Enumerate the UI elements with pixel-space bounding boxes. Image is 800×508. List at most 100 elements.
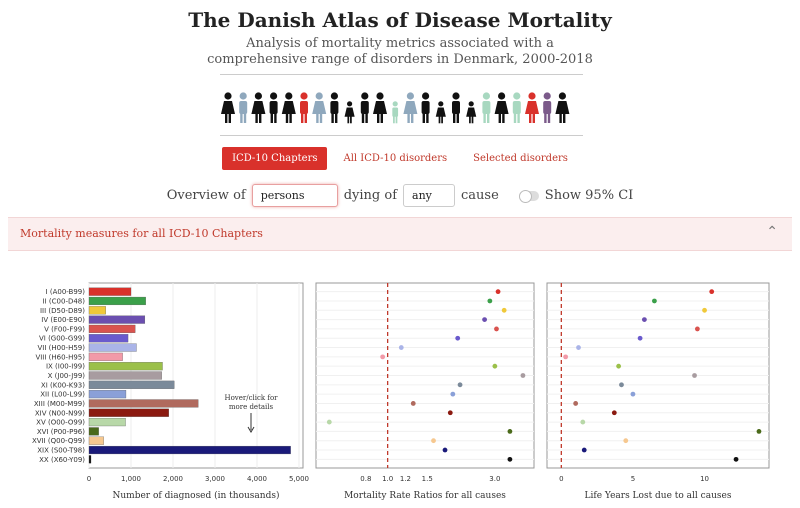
lyl-point xyxy=(709,289,715,295)
bar xyxy=(88,296,146,306)
x-tick-label: 4,000 xyxy=(247,475,267,483)
person-icon xyxy=(281,92,296,123)
arrow-down-icon xyxy=(247,426,255,433)
mrr-point xyxy=(495,289,501,295)
lyl-point xyxy=(702,307,707,313)
chevron-up-icon[interactable]: ⌃ xyxy=(766,224,778,240)
bar xyxy=(88,455,92,464)
x-axis-title: Number of diagnosed (in thousands) xyxy=(113,490,280,501)
person-icon xyxy=(251,92,266,123)
person-icon xyxy=(392,101,399,124)
person-icon xyxy=(435,101,446,124)
divider xyxy=(220,135,583,136)
x-tick-label: 10 xyxy=(700,475,709,483)
x-tick-label: 0.8 xyxy=(360,475,371,483)
person-icon xyxy=(512,92,521,123)
x-tick-label: 1.2 xyxy=(400,475,411,483)
lyl-point xyxy=(756,428,762,434)
tab-selected-disorders[interactable]: Selected disorders xyxy=(473,153,568,164)
category-label: XVII (Q00-Q99) xyxy=(32,437,85,445)
population-select[interactable]: persons xyxy=(251,184,338,207)
hover-note-line-1: Hover/click for xyxy=(224,394,278,402)
mrr-point xyxy=(442,447,448,453)
lyl-point xyxy=(692,373,697,378)
panel-header[interactable]: Mortality measures for all ICD-10 Chapte… xyxy=(8,217,792,251)
person-icon xyxy=(452,92,460,123)
mrr-point xyxy=(398,345,404,350)
lyl-point xyxy=(573,401,579,406)
person-icon xyxy=(494,92,509,123)
bar xyxy=(88,371,162,380)
category-label: VII (H00-H59) xyxy=(38,344,86,352)
bar xyxy=(88,306,106,315)
lyl-point xyxy=(616,363,622,369)
x-tick-label: 3.0 xyxy=(489,475,500,483)
person-icon xyxy=(373,92,387,123)
overview-middle: dying of xyxy=(343,188,398,203)
x-axis-title: Mortality Rate Ratios for all causes xyxy=(344,491,506,501)
x-tick-label: 0 xyxy=(559,475,563,483)
mrr-point xyxy=(501,307,507,313)
lyl-point xyxy=(630,391,636,397)
x-axis-title: Life Years Lost due to all causes xyxy=(585,491,732,501)
ci-toggle-label: Show 95% CI xyxy=(544,188,634,203)
person-icon xyxy=(269,92,278,123)
bar xyxy=(88,436,104,445)
lyl-point xyxy=(581,447,587,453)
x-tick-label: 1.0 xyxy=(382,475,393,483)
page-subtitle: Analysis of mortality metrics associated… xyxy=(0,36,800,68)
lyl-point xyxy=(576,345,581,350)
x-tick-label: 1,000 xyxy=(121,475,141,483)
divider xyxy=(220,74,583,75)
bar xyxy=(88,287,132,296)
category-label: IX (I00-I99) xyxy=(46,363,85,371)
people-illustration xyxy=(221,92,570,124)
lyl-point xyxy=(694,326,700,332)
ci-toggle[interactable] xyxy=(518,189,539,203)
bar xyxy=(88,427,99,436)
overview-prefix: Overview of xyxy=(166,188,246,203)
tab-all-icd10-disorders[interactable]: All ICD-10 disorders xyxy=(343,153,448,164)
bar xyxy=(88,380,175,389)
category-label: V (F00-F99) xyxy=(44,325,85,333)
lyl-point xyxy=(637,335,643,341)
mrr-point xyxy=(507,428,513,434)
person-icon xyxy=(466,101,477,124)
mortality-charts[interactable]: 0 1,000 2,000 3,000 4,000 5,000 I (A00-B99)II … xyxy=(0,250,800,508)
tab-icd10-chapters[interactable]: ICD-10 Chapters xyxy=(222,147,328,170)
person-icon xyxy=(221,92,235,123)
bar xyxy=(88,352,123,361)
bar xyxy=(88,390,127,399)
mrr-point xyxy=(457,382,463,388)
mrr-point xyxy=(447,410,453,416)
person-icon xyxy=(543,92,552,123)
category-label: XIV (N00-N99) xyxy=(35,409,85,417)
subtitle-line-2: comprehensive range of disorders in Denm… xyxy=(207,52,593,67)
category-label: XX (X60-Y09) xyxy=(39,456,85,464)
mrr-point xyxy=(507,456,513,462)
hover-note-line-2: more details xyxy=(229,403,274,411)
category-label: XIII (M00-M99) xyxy=(34,400,85,408)
bar xyxy=(88,399,199,408)
category-label: VI (G00-G99) xyxy=(39,335,85,343)
mrr-point xyxy=(520,373,526,378)
bar xyxy=(88,418,126,427)
x-tick-label: 0 xyxy=(87,475,91,483)
page-title: The Danish Atlas of Disease Mortality xyxy=(188,8,612,32)
bar xyxy=(88,315,146,324)
x-tick-label: 5 xyxy=(631,475,635,483)
view-tabs: ICD-10 Chapters All ICD-10 disorders Sel… xyxy=(0,147,800,170)
lyl-point xyxy=(641,317,647,323)
lyl-point xyxy=(611,410,617,416)
person-icon xyxy=(312,92,327,123)
x-tick-label: 5,000 xyxy=(289,475,309,483)
mrr-point xyxy=(410,401,416,406)
bar xyxy=(88,408,169,417)
category-label: VIII (H60-H95) xyxy=(35,353,85,361)
lyl-point xyxy=(733,456,739,462)
person-icon xyxy=(555,92,570,123)
mrr-point xyxy=(431,438,436,444)
mrr-point xyxy=(487,298,493,304)
cause-select[interactable]: any xyxy=(403,184,456,207)
person-icon xyxy=(300,92,308,123)
